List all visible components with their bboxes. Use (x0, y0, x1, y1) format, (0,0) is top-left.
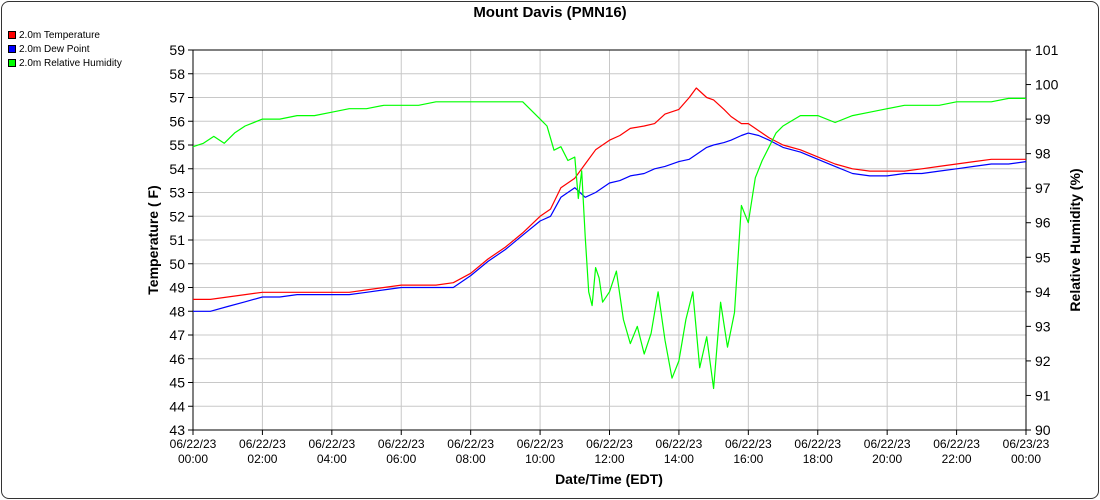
y2-tick-label: 92 (1035, 353, 1051, 369)
y2-tick-label: 96 (1035, 215, 1051, 231)
x-tick-date: 06/22/23 (794, 437, 841, 451)
y-tick-label: 48 (169, 303, 185, 319)
y-tick-label: 51 (169, 232, 185, 248)
x-tick-time: 08:00 (456, 452, 486, 466)
x-tick-date: 06/22/23 (864, 437, 911, 451)
legend-swatch (8, 31, 16, 39)
y-tick-label: 49 (169, 280, 185, 296)
chart-title: Mount Davis (PMN16) (473, 4, 627, 21)
x-tick-time: 20:00 (872, 452, 902, 466)
plot-border (192, 49, 1027, 431)
x-tick-time: 06:00 (386, 452, 416, 466)
legend-label: 2.0m Relative Humidity (19, 57, 122, 69)
legend: 2.0m Temperature 2.0m Dew Point 2.0m Relat… (8, 28, 122, 70)
x-tick-time: 22:00 (942, 452, 972, 466)
legend-item: 2.0m Relative Humidity (8, 56, 122, 70)
x-tick-date: 06/22/23 (933, 437, 980, 451)
series-line-2-0m-dew-point (193, 132, 1027, 312)
x-tick-date: 06/23/23 (1003, 437, 1050, 451)
series-line-2-0m-relative-humidity (192, 97, 1026, 390)
x-tick-date: 06/22/23 (586, 437, 633, 451)
x-tick-time: 00:00 (1011, 452, 1041, 466)
y-tick-label: 45 (169, 375, 185, 391)
y2-tick-label: 94 (1035, 284, 1051, 300)
x-tick-time: 10:00 (525, 452, 555, 466)
y-tick-label: 55 (169, 137, 185, 153)
x-tick-time: 00:00 (178, 452, 208, 466)
y2-tick-label: 98 (1035, 146, 1051, 162)
series-line-2-0m-temperature (193, 87, 1026, 300)
y-tick-label: 44 (169, 398, 185, 414)
x-tick-time: 12:00 (594, 452, 624, 466)
y-tick-label: 54 (169, 161, 185, 177)
y-tick-label: 56 (169, 113, 185, 129)
x-tick-date: 06/22/23 (170, 437, 217, 451)
x-tick-time: 18:00 (803, 452, 833, 466)
x-tick-time: 16:00 (733, 452, 763, 466)
x-tick-date: 06/22/23 (308, 437, 355, 451)
y2-tick-label: 90 (1035, 422, 1051, 438)
y2-tick-label: 95 (1035, 249, 1051, 265)
y-tick-label: 53 (169, 185, 185, 201)
y2-tick-label: 100 (1035, 77, 1059, 93)
x-tick-date: 06/22/23 (378, 437, 425, 451)
y-tick-label: 58 (169, 66, 185, 82)
legend-swatch (8, 59, 16, 67)
y-tick-label: 50 (169, 256, 185, 272)
y2-tick-label: 99 (1035, 111, 1051, 127)
y-tick-label: 47 (169, 327, 185, 343)
x-tick-date: 06/22/23 (656, 437, 703, 451)
y2-tick-label: 101 (1035, 42, 1059, 58)
y-tick-label: 52 (169, 208, 185, 224)
x-tick-time: 14:00 (664, 452, 694, 466)
y-tick-label: 57 (169, 90, 185, 106)
y-axis-label: Temperature ( F) (145, 185, 161, 294)
grid-lines (192, 49, 1027, 431)
legend-item: 2.0m Temperature (8, 28, 122, 42)
legend-item: 2.0m Dew Point (8, 42, 122, 56)
y2-axis-label: Relative Humidity (%) (1067, 168, 1083, 311)
y-tick-label: 46 (169, 351, 185, 367)
series-lines (192, 87, 1027, 390)
x-tick-time: 02:00 (247, 452, 277, 466)
x-tick-time: 04:00 (317, 452, 347, 466)
y-tick-label: 59 (169, 42, 185, 58)
legend-label: 2.0m Dew Point (19, 43, 90, 55)
x-tick-date: 06/22/23 (239, 437, 286, 451)
x-tick-date: 06/22/23 (447, 437, 494, 451)
y2-tick-label: 91 (1035, 387, 1051, 403)
x-axis-label: Date/Time (EDT) (555, 471, 663, 487)
x-tick-date: 06/22/23 (517, 437, 564, 451)
legend-swatch (8, 45, 16, 53)
x-tick-date: 06/22/23 (725, 437, 772, 451)
y2-tick-label: 97 (1035, 180, 1051, 196)
y-tick-label: 43 (169, 422, 185, 438)
legend-label: 2.0m Temperature (19, 29, 100, 41)
y2-tick-label: 93 (1035, 318, 1051, 334)
axes: 43 44 45 46 47 48 49 50 51 52 53 54 55 56 57 58 59 90 91 92… (169, 42, 1058, 466)
